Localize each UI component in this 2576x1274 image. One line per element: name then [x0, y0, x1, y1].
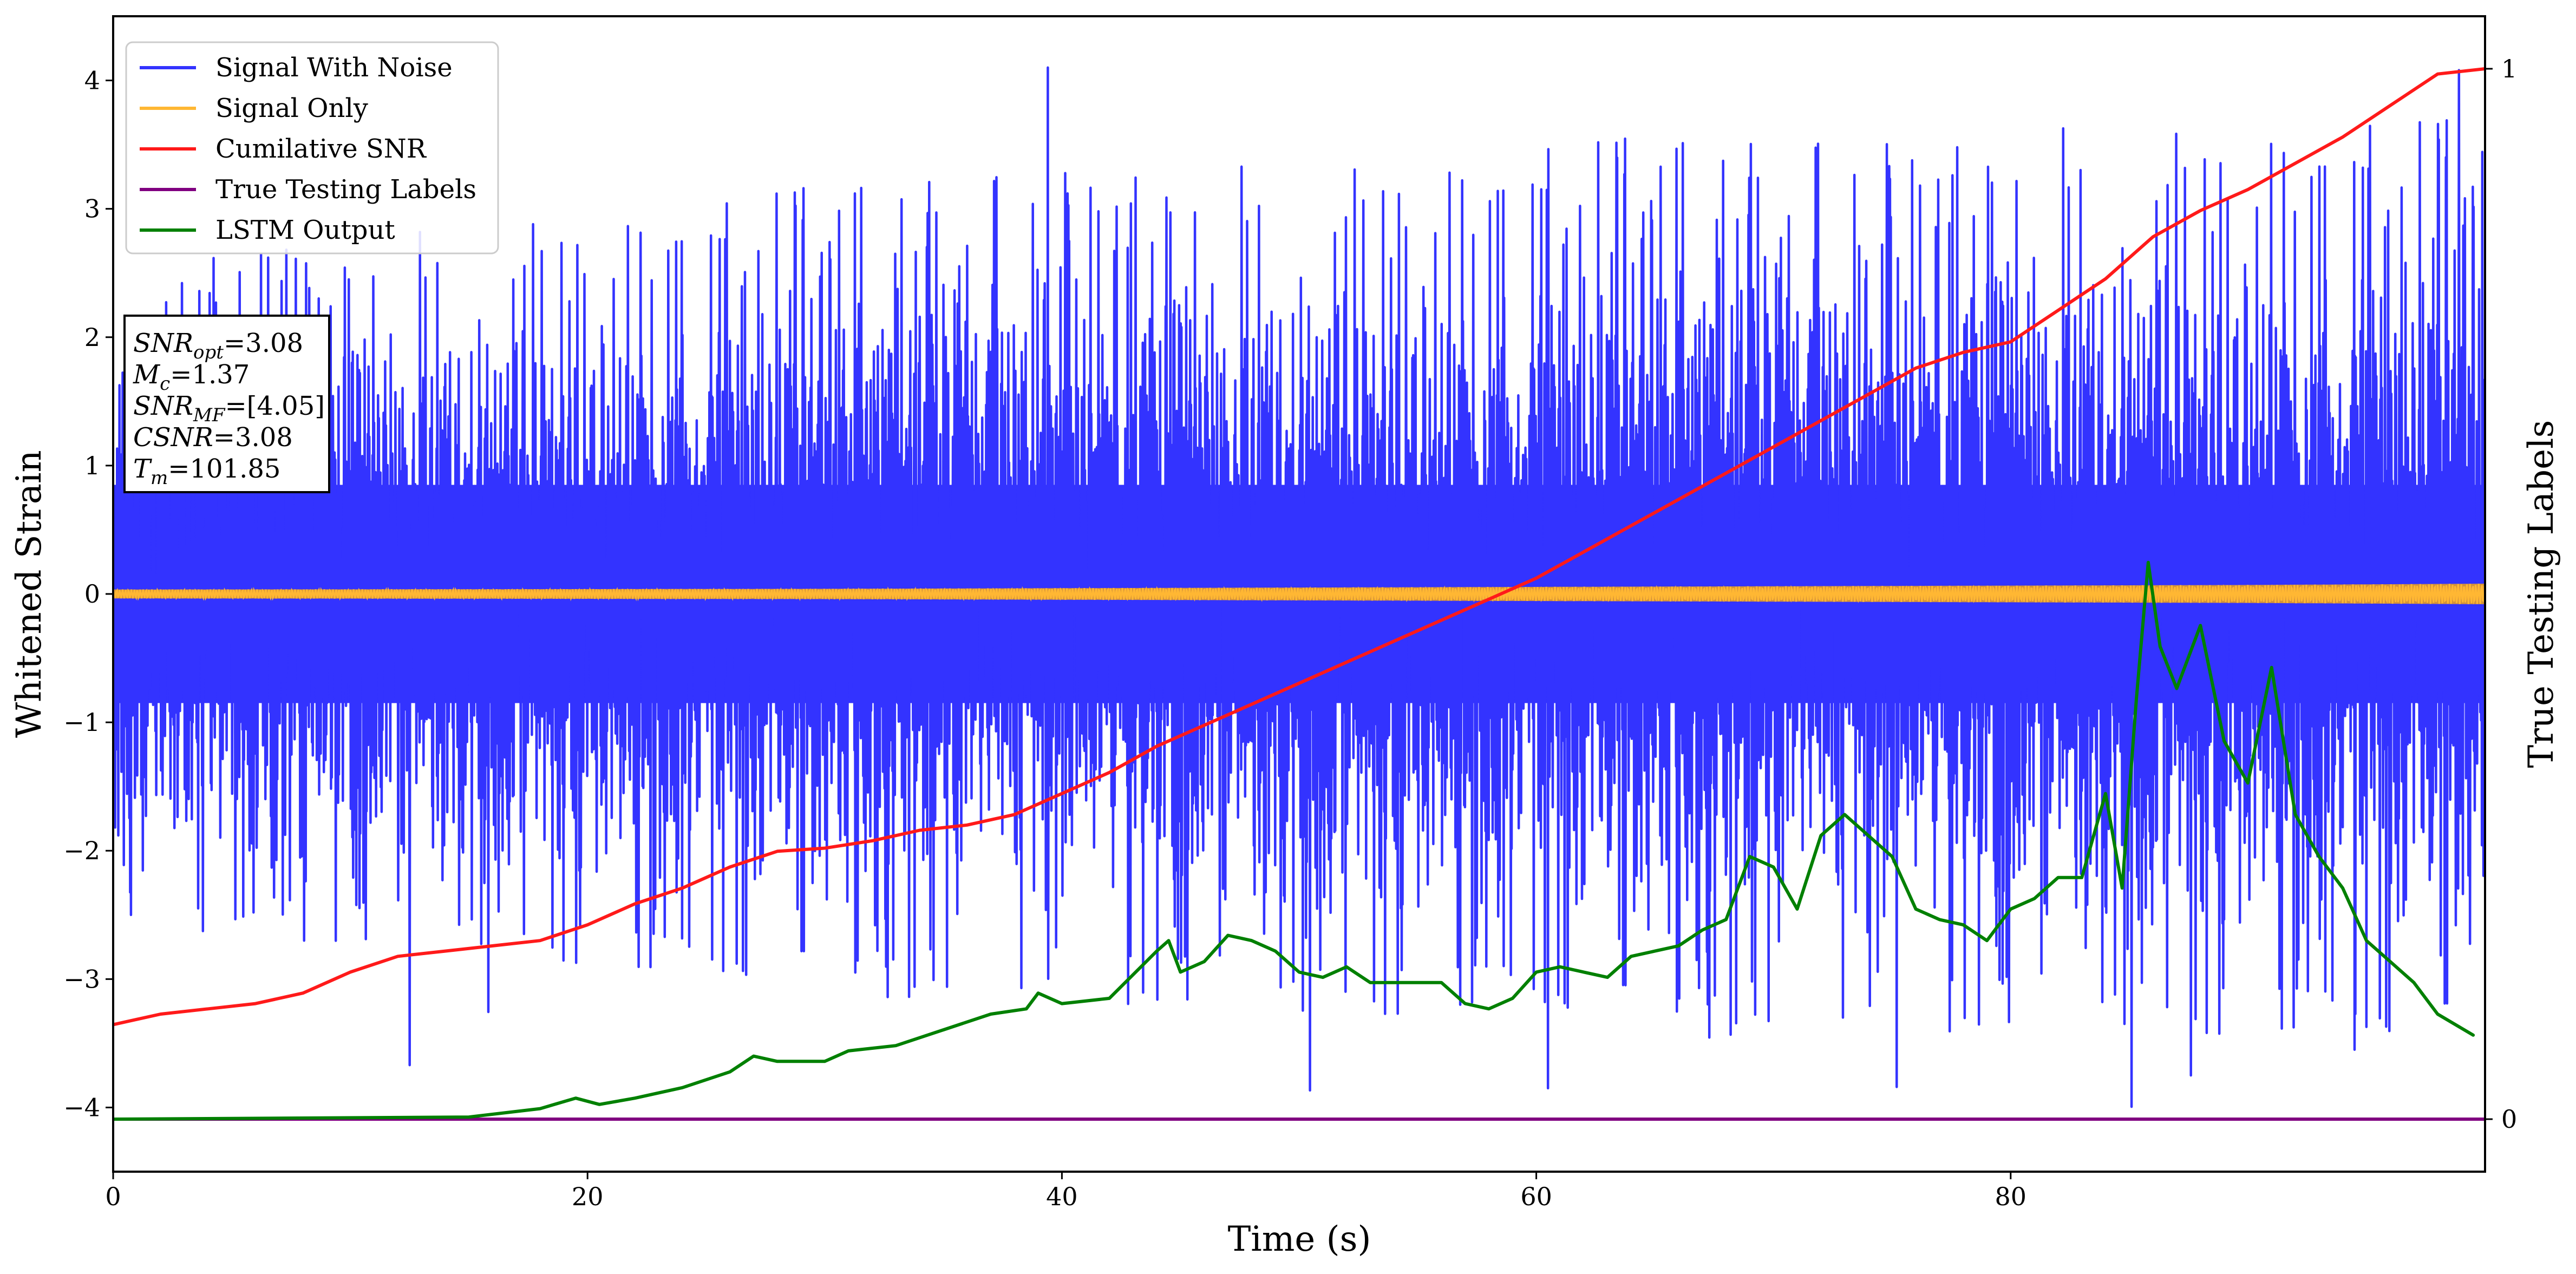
annotation-line: SNRMF=[4.05] — [133, 391, 325, 426]
x-tick-label: 60 — [1520, 1182, 1552, 1211]
legend-label-cumilative-snr: Cumilative SNR — [215, 134, 427, 164]
x-axis-title: Time (s) — [1228, 1219, 1371, 1259]
y2-axis-title: True Testing Labels — [2521, 420, 2561, 768]
y-tick-label: −1 — [63, 708, 100, 737]
line-series-group — [113, 67, 2485, 1121]
y-tick-label: −3 — [63, 964, 100, 994]
annotation-frame — [123, 315, 330, 493]
annotation-box: SNRopt=3.08Mc=1.37SNRMF=[4.05]CSNR=3.08T… — [123, 315, 330, 493]
legend-label-lstm-output: LSTM Output — [215, 215, 395, 245]
y-axis-title: Whitened Strain — [9, 450, 49, 737]
annotation-line: Tm=101.85 — [133, 454, 280, 489]
signal-chirp — [113, 583, 2485, 605]
y-tick-label: −4 — [63, 1093, 100, 1122]
legend-label-true-testing-labels: True Testing Labels — [215, 174, 476, 205]
series-lstm-output — [113, 560, 2475, 1121]
y-tick-label: 2 — [84, 323, 100, 352]
legend-label-signal-with-noise: Signal With Noise — [215, 53, 453, 83]
y-tick-label: 1 — [84, 451, 100, 480]
annotation-line: CSNR=3.08 — [133, 422, 293, 453]
series-signal-only — [113, 583, 2485, 605]
legend-box — [125, 41, 499, 254]
y-tick-label: −2 — [63, 836, 100, 865]
y2-tick-label: 1 — [2501, 54, 2517, 83]
y-tick-label: 4 — [84, 66, 100, 95]
x-tick-label: 20 — [572, 1182, 604, 1211]
x-tick-label: 0 — [105, 1182, 121, 1211]
legend: Signal With Noise Signal Only Cumilative S… — [125, 41, 499, 254]
y-tick-label: 0 — [84, 579, 100, 609]
legend-label-signal-only: Signal Only — [215, 93, 368, 123]
y-tick-label: 3 — [84, 194, 100, 224]
x-tick-label: 40 — [1046, 1182, 1078, 1211]
x-tick-label: 80 — [1995, 1182, 2027, 1211]
annotation-line: Mc=1.37 — [133, 360, 250, 395]
y2-tick-label: 0 — [2501, 1105, 2517, 1134]
series-cumilative-snr — [113, 67, 2485, 1027]
annotation-line: SNRopt=3.08 — [133, 328, 303, 363]
